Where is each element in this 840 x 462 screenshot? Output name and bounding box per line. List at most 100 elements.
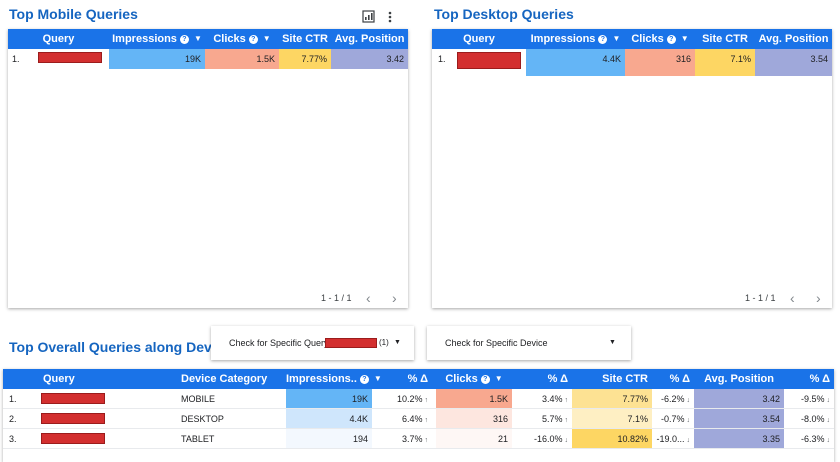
impressions-cell: 4.4K [286,409,372,428]
help-icon[interactable]: ? [248,35,258,44]
table-row[interactable]: 1. MOBILE 19K 10.2% ↑ 1.5K 3.4% ↑ 7.77% -6… [3,389,834,409]
column-header-clicks[interactable]: Clicks? ▼ [213,33,271,45]
query-filter-label: Check for Specific Query [229,338,329,348]
column-header-site-ctr[interactable]: Site CTR [282,33,328,45]
chevron-down-icon: ▼ [394,339,401,346]
clicks-delta-cell: 3.4% ↑ [541,394,569,404]
device-filter-label: Check for Specific Device [445,338,548,348]
device-cell: DESKTOP [181,414,224,424]
sort-desc-icon[interactable]: ▼ [262,34,271,43]
impressions-cell: 19K [109,49,205,69]
avg-position-cell: 3.54 [755,49,832,76]
overall-queries-table: Query Device Category Impressions..? ▼ % … [3,369,834,462]
site-ctr-cell: 7.1% [572,409,652,428]
site-ctr-cell: 7.77% [572,389,652,408]
device-cell: TABLET [181,434,215,444]
impressions-delta-cell: 6.4% ↑ [401,414,428,424]
column-header-site-ctr[interactable]: Site CTR [702,33,748,45]
table-row[interactable]: 2. DESKTOP 4.4K 6.4% ↑ 316 5.7% ↑ 7.1% -0.… [3,409,834,429]
help-icon[interactable]: ? [359,375,369,384]
ctr-delta-cell: -19.0... ↓ [656,434,691,444]
column-header-avg-position[interactable]: Avg. Position [334,33,405,45]
row-number: 2. [9,414,17,424]
site-ctr-cell: 7.77% [279,49,331,69]
column-header-clicks[interactable]: Clicks? ▼ [445,373,503,385]
arrow-down-icon: ↓ [826,417,831,424]
pagination-label: 1 - 1 / 1 [745,293,776,303]
impressions-cell: 4.4K [526,49,625,76]
arrow-down-icon: ↓ [686,397,691,404]
impressions-delta-cell: 10.2% ↑ [396,394,429,404]
ctr-delta-cell: -0.7% ↓ [660,414,691,424]
clicks-cell: 1.5K [205,49,279,69]
help-icon[interactable]: ? [480,375,490,384]
column-header-query[interactable]: Query [43,373,75,385]
sort-desc-icon[interactable]: ▼ [612,34,621,43]
impressions-cell: 194 [286,429,372,448]
avg-position-cell: 3.42 [694,389,784,408]
clicks-cell: 316 [436,409,512,428]
redacted-query [41,393,105,404]
redacted-query [41,433,105,444]
column-header-avg-position[interactable]: Avg. Position [758,33,829,45]
clicks-delta-cell: 5.7% ↑ [541,414,568,424]
clicks-delta-cell: -16.0% ↓ [533,434,569,444]
chevron-left-icon[interactable]: ‹ [366,290,371,306]
avg-position-cell: 3.42 [331,49,408,69]
chevron-right-icon[interactable]: › [392,290,397,306]
column-header-ctr-delta[interactable]: % Δ [669,373,690,385]
table-row[interactable]: 3. TABLET 194 3.7% ↑ 21 -16.0% ↓ 10.82% -1… [3,429,834,449]
impressions-delta-cell: 3.7% ↑ [401,434,428,444]
sort-desc-icon[interactable]: ▼ [193,34,202,43]
column-header-impressions[interactable]: Impressions? ▼ [530,33,621,45]
more-vert-icon[interactable] [386,10,394,24]
position-delta-cell: -6.3% ↓ [800,434,830,444]
help-icon[interactable]: ? [666,35,676,44]
sort-desc-icon[interactable]: ▼ [680,34,689,43]
chevron-down-icon: ▼ [609,339,616,346]
table-header: Query Impressions? ▼ Clicks? ▼ Site CTR Av… [432,29,832,49]
redacted-query [38,52,102,63]
clicks-cell: 1.5K [436,389,512,408]
column-header-query[interactable]: Query [463,33,495,45]
sort-desc-icon[interactable]: ▼ [373,374,382,383]
column-header-impressions[interactable]: Impressions? ▼ [112,33,202,45]
help-icon[interactable]: ? [179,35,189,44]
arrow-down-icon: ↓ [826,397,831,404]
chart-explore-icon[interactable] [362,10,376,24]
site-ctr-cell: 10.82% [572,429,652,448]
chevron-right-icon[interactable]: › [816,290,821,306]
column-header-site-ctr[interactable]: Site CTR [602,373,648,385]
device-filter-dropdown[interactable]: Check for Specific Device ▼ [427,326,631,360]
help-icon[interactable]: ? [598,35,608,44]
redacted-query [457,52,521,69]
overall-panel-title: Top Overall Queries along Device [9,339,232,355]
column-header-position-delta[interactable]: % Δ [809,373,830,385]
column-header-avg-position[interactable]: Avg. Position [704,373,774,385]
table-row[interactable]: 1. 19K 1.5K 7.77% 3.42 [8,49,408,69]
column-header-clicks-delta[interactable]: % Δ [547,373,568,385]
redacted-query [325,338,377,348]
site-ctr-cell: 7.1% [695,49,755,76]
clicks-cell: 316 [625,49,695,76]
column-header-impressions-delta[interactable]: % Δ [407,373,428,385]
sort-desc-icon[interactable]: ▼ [494,374,503,383]
clicks-cell: 21 [436,429,512,448]
column-header-impressions[interactable]: Impressions..? ▼ [286,373,382,385]
arrow-down-icon: ↓ [686,437,691,444]
column-header-query[interactable]: Query [42,33,75,45]
arrow-down-icon: ↓ [686,417,691,424]
arrow-down-icon: ↓ [564,437,569,444]
position-delta-cell: -8.0% ↓ [800,414,831,424]
column-header-clicks[interactable]: Clicks? ▼ [631,33,689,45]
pagination-label: 1 - 1 / 1 [321,293,352,303]
query-filter-count: (1) [379,338,389,347]
arrow-up-icon: ↑ [564,397,569,404]
chevron-left-icon[interactable]: ‹ [790,290,795,306]
row-number: 3. [9,434,17,444]
column-header-device-category[interactable]: Device Category [181,373,268,385]
query-filter-dropdown[interactable]: Check for Specific Query (1) ▼ [211,326,414,360]
table-row[interactable]: 1. 4.4K 316 7.1% 3.54 [432,49,832,76]
arrow-up-icon: ↑ [424,397,429,404]
table-header: Query Device Category Impressions..? ▼ % … [3,369,834,389]
